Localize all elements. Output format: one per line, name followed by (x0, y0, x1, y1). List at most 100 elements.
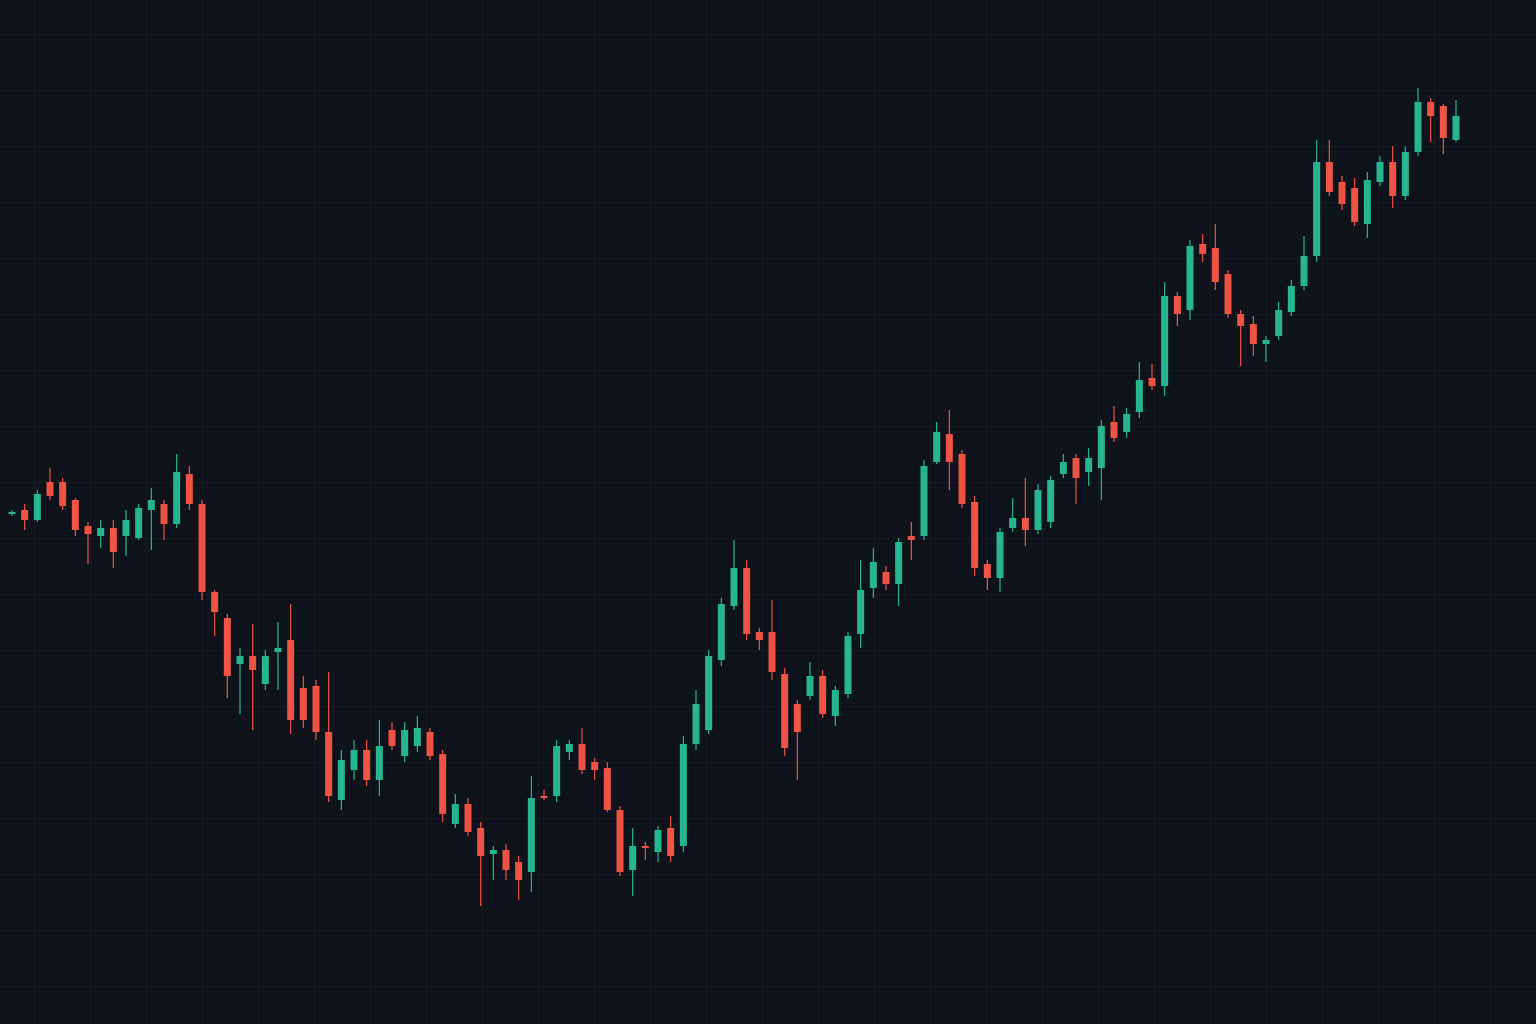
candle-body (958, 454, 966, 504)
candle-body (933, 432, 941, 462)
candle-body (996, 532, 1004, 578)
candle-body (287, 640, 295, 720)
candle-body (451, 804, 459, 824)
candle-body (907, 536, 915, 540)
candle-body (755, 632, 763, 640)
candle-body (692, 704, 700, 744)
candle-body (1059, 462, 1067, 474)
candle-body (1338, 182, 1346, 204)
candle-body (147, 500, 155, 510)
candle-body (97, 528, 105, 536)
candle-body (274, 648, 282, 652)
candle-body (401, 730, 409, 756)
candle-body (185, 474, 193, 504)
candle-body (857, 590, 865, 634)
candle-body (261, 656, 269, 684)
candle-body (312, 686, 320, 732)
candle-body (1237, 314, 1245, 326)
candle-body (945, 434, 953, 462)
candle-body (439, 754, 447, 814)
candle-body (33, 494, 41, 520)
candle-body (160, 504, 168, 524)
candle-body (236, 656, 244, 664)
candle-body (1439, 106, 1447, 138)
candle-body (920, 466, 928, 536)
candle-body (71, 500, 79, 530)
candle-body (983, 564, 991, 578)
candle-body (363, 750, 371, 780)
candle-body (806, 676, 814, 696)
candle-body (743, 568, 751, 634)
candle-body (679, 744, 687, 846)
candle-body (1287, 286, 1295, 312)
candle-body (1389, 162, 1397, 196)
candle-body (1072, 458, 1080, 478)
candle-body (1186, 246, 1194, 310)
candle-body (641, 846, 649, 848)
candle-body (540, 796, 548, 798)
candle-body (1123, 414, 1131, 432)
candle-body (350, 750, 358, 770)
candle-body (515, 862, 523, 880)
candle-body (1300, 256, 1308, 286)
candle-body (1021, 518, 1029, 530)
candle-body (591, 762, 599, 770)
candle-body (249, 656, 257, 670)
candle-body (603, 768, 611, 810)
candle-body (553, 746, 561, 796)
candle-body (578, 744, 586, 770)
candle-body (654, 830, 662, 852)
candle-body (325, 732, 333, 796)
candle-body (1313, 162, 1321, 256)
candle-body (527, 798, 535, 872)
candle-body (1110, 422, 1118, 438)
candle-body (1376, 162, 1384, 182)
candle-body (730, 568, 738, 606)
candle-body (1173, 296, 1181, 314)
candle-body (565, 744, 573, 752)
candle-body (464, 804, 472, 832)
candle-body (46, 482, 54, 496)
candle-body (1401, 152, 1409, 196)
candle-body (1161, 296, 1169, 386)
candle-body (1427, 102, 1435, 116)
candle-body (1262, 340, 1270, 344)
candle-body (211, 592, 219, 612)
candle-body (793, 704, 801, 732)
candle-body (299, 688, 307, 720)
candle-body (426, 732, 434, 756)
candle-body (59, 482, 67, 506)
candle-body (413, 728, 421, 746)
candle-body (489, 850, 497, 854)
candle-body (122, 520, 130, 536)
candle-body (1452, 116, 1460, 140)
candle-body (198, 504, 206, 592)
candle-body (717, 604, 725, 660)
candle-body (1097, 426, 1105, 468)
candle-body (173, 472, 181, 524)
candle-body (844, 636, 852, 694)
candle-body (667, 828, 675, 856)
candle-body (1224, 274, 1232, 314)
candle-body (21, 510, 29, 520)
candle-body (1047, 480, 1055, 522)
candle-body (1363, 180, 1371, 224)
candle-body (781, 674, 789, 748)
candle-body (971, 502, 979, 568)
candle-body (819, 676, 827, 714)
candle-body (1085, 458, 1093, 472)
candle-body (337, 760, 345, 800)
candle-body (831, 690, 839, 716)
candle-body (1275, 310, 1283, 336)
candle-body (502, 850, 510, 870)
candle-body (1199, 244, 1207, 254)
candle-body (1135, 380, 1143, 412)
candle-body (109, 528, 117, 552)
candle-body (388, 730, 396, 746)
candle-body (629, 846, 637, 870)
candle-body (84, 526, 92, 534)
candle-body (895, 542, 903, 584)
candle-body (1249, 324, 1257, 344)
candle-body (1009, 518, 1017, 528)
